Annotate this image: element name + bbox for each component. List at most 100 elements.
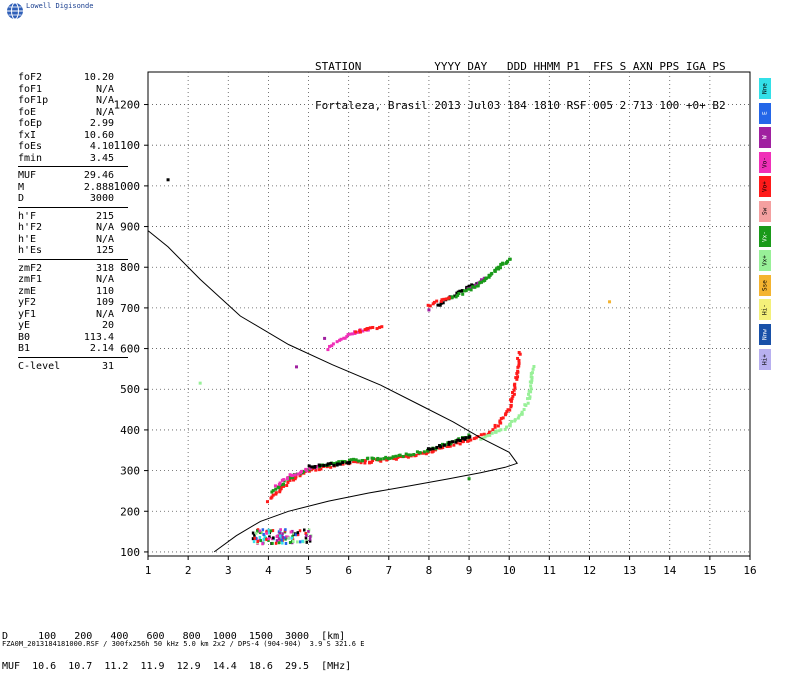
echo-point	[476, 281, 480, 285]
es-echo-point	[251, 531, 255, 535]
es-echo-point	[307, 530, 310, 534]
echo-point	[368, 326, 372, 330]
parameter-label: MUF	[18, 170, 37, 181]
echo-point	[371, 459, 375, 463]
echo-point	[498, 266, 502, 270]
echo-point	[271, 489, 275, 493]
echo-point	[511, 390, 515, 394]
echo-point	[458, 442, 462, 446]
es-echo-point	[267, 528, 270, 532]
echo-point	[428, 304, 432, 308]
parameter-row: foF2 10.20	[18, 72, 128, 84]
echo-point	[432, 300, 436, 304]
echo-point	[516, 416, 520, 420]
echo-point	[517, 414, 521, 418]
echo-point	[499, 262, 503, 266]
parameter-value: 2.99	[89, 118, 114, 129]
parameter-row: foEp 2.99	[18, 118, 128, 130]
legend-item: Hi+	[759, 348, 771, 370]
es-echo-point	[260, 531, 264, 535]
es-echo-point	[301, 539, 304, 543]
parameter-value: 2.888	[83, 181, 114, 193]
echo-point	[528, 395, 532, 399]
es-echo-point	[258, 529, 262, 533]
legend-item: E	[759, 102, 771, 124]
echo-point	[508, 422, 512, 426]
echo-point	[513, 382, 517, 386]
es-echo-point	[288, 541, 292, 545]
echo-point	[517, 350, 521, 354]
es-echo-point	[258, 535, 262, 539]
es-echo-point	[304, 532, 307, 536]
echo-point	[412, 453, 416, 457]
parameter-value: N/A	[95, 83, 114, 95]
es-echo-point	[281, 535, 285, 539]
es-echo-point	[296, 531, 300, 535]
echo-point	[369, 460, 373, 464]
echo-point	[504, 412, 508, 416]
echo-point	[493, 269, 497, 273]
es-echo-point	[275, 535, 279, 539]
legend-item: Nnw	[759, 324, 771, 345]
parameter-label: foEs	[18, 141, 43, 152]
echo-point	[323, 336, 327, 340]
parameter-label: B0	[18, 331, 31, 343]
echo-point	[515, 371, 519, 375]
parameter-label: foE	[18, 106, 37, 118]
y-tick-label: 1200	[114, 99, 141, 112]
es-echo-point	[307, 528, 311, 532]
es-echo-point	[289, 530, 293, 534]
echo-point	[392, 457, 396, 461]
echo-point	[279, 483, 283, 487]
echo-point	[427, 308, 431, 312]
echo-point	[509, 398, 513, 402]
echo-point	[515, 377, 519, 381]
echo-point	[436, 303, 440, 307]
x-tick-label: 14	[663, 564, 677, 577]
y-tick-label: 500	[120, 383, 140, 396]
echo-point	[479, 437, 483, 441]
parameter-value: 20	[101, 320, 114, 331]
echo-point	[441, 446, 445, 450]
echo-point	[469, 438, 473, 442]
echo-point	[471, 285, 475, 289]
echo-point	[299, 469, 303, 473]
echo-point	[478, 281, 482, 285]
echo-point	[456, 438, 460, 442]
echo-point	[382, 457, 386, 461]
brand-label: Lowell Digisonde	[26, 2, 94, 10]
echo-point	[341, 461, 345, 465]
echo-point	[464, 436, 468, 440]
y-tick-label: 300	[120, 465, 140, 478]
es-echo-point	[274, 541, 278, 545]
echo-point	[363, 459, 367, 463]
echo-point	[326, 462, 330, 466]
x-tick-label: 7	[385, 564, 392, 577]
parameter-label: D	[18, 193, 25, 204]
echo-point	[396, 455, 400, 459]
echo-point	[503, 427, 507, 431]
file-footer: FZA0M_2013184181000.RSF / 300fx256h 50 k…	[2, 640, 365, 648]
echo-point	[349, 458, 353, 462]
parameter-label: fxI	[18, 129, 37, 141]
echo-point	[522, 408, 526, 412]
electron-density-profile	[147, 230, 519, 553]
parameter-row: yF1 N/A	[18, 309, 128, 321]
es-echo-point	[271, 529, 275, 533]
isolated-echo-point	[166, 178, 170, 182]
echo-point	[520, 410, 524, 414]
x-tick-label: 3	[225, 564, 232, 577]
echo-point	[494, 430, 498, 434]
echo-point	[473, 285, 477, 289]
echo-point	[404, 452, 408, 456]
es-echo-point	[292, 531, 296, 535]
echo-point	[338, 462, 342, 466]
legend-item: Nne	[759, 78, 771, 99]
echo-point	[517, 364, 521, 368]
echo-point	[368, 460, 372, 464]
echo-point	[376, 456, 380, 460]
echo-point	[481, 436, 485, 440]
parameter-row: yE 20	[18, 320, 128, 332]
echo-point	[511, 394, 515, 398]
echo-point	[337, 460, 341, 464]
